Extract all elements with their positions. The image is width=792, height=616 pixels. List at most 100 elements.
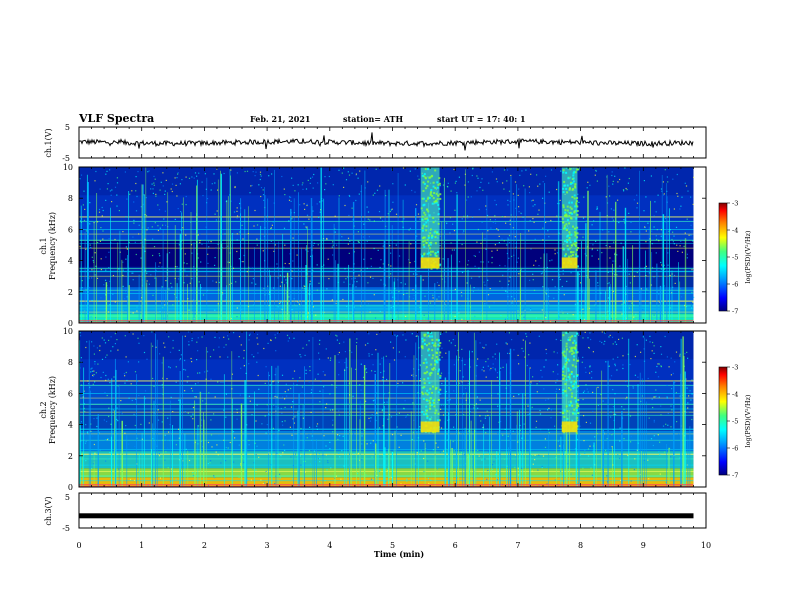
burst-speck — [429, 243, 432, 246]
noise-speck — [395, 316, 397, 318]
noise-speck — [419, 426, 421, 428]
noise-speck — [458, 356, 460, 358]
noise-speck — [132, 279, 134, 281]
noise-speck — [274, 436, 276, 439]
noise-speck — [546, 483, 548, 485]
noise-speck — [380, 259, 382, 261]
noise-speck — [279, 285, 281, 287]
burst-speck — [575, 406, 578, 409]
noise-speck — [94, 452, 96, 454]
noise-speck — [558, 388, 561, 390]
noise-speck — [319, 201, 321, 203]
noise-speck — [607, 271, 609, 273]
noise-speck — [373, 446, 375, 448]
noise-speck — [651, 267, 654, 269]
noise-speck — [302, 428, 304, 430]
noise-speck — [131, 272, 133, 274]
noise-speck — [256, 445, 258, 447]
noise-speck — [103, 284, 105, 286]
noise-speck — [534, 238, 536, 240]
noise-speck — [196, 359, 198, 361]
noise-speck — [188, 177, 191, 179]
noise-speck — [382, 263, 384, 265]
burst-speck — [573, 210, 576, 213]
burst-speck — [421, 411, 424, 413]
noise-speck — [488, 306, 491, 308]
noise-speck — [270, 228, 272, 230]
noise-speck — [90, 371, 92, 373]
noise-speck — [472, 291, 474, 293]
noise-speck — [523, 316, 525, 318]
burst-speck — [571, 347, 574, 350]
noise-speck — [532, 376, 534, 378]
noise-speck — [651, 350, 653, 352]
noise-speck — [642, 380, 644, 382]
noise-speck — [625, 380, 627, 383]
noise-speck — [541, 272, 543, 274]
noise-speck — [210, 434, 213, 436]
noise-speck — [511, 302, 513, 304]
burst-speck — [437, 233, 440, 236]
noise-speck — [138, 361, 140, 363]
noise-speck — [336, 339, 338, 341]
noise-speck — [185, 300, 187, 302]
noise-speck — [559, 445, 561, 447]
burst-speck — [431, 338, 434, 341]
noise-speck — [171, 190, 173, 193]
noise-speck — [106, 394, 108, 397]
noise-speck — [511, 296, 513, 298]
noise-speck — [621, 303, 623, 305]
noise-speck — [232, 233, 234, 235]
noise-speck — [213, 475, 215, 477]
burst-speck — [575, 349, 578, 352]
noise-speck — [501, 287, 503, 289]
noise-speck — [309, 453, 311, 456]
noise-speck — [317, 373, 319, 375]
noise-speck — [218, 346, 220, 348]
noise-speck — [164, 439, 166, 441]
noise-speck — [94, 363, 96, 365]
noise-speck — [675, 392, 677, 394]
noise-speck — [283, 266, 285, 268]
noise-speck — [140, 257, 142, 259]
noise-speck — [223, 172, 225, 175]
noise-speck — [147, 171, 149, 173]
frequency-band — [79, 468, 694, 478]
noise-speck — [363, 223, 365, 225]
noise-speck — [544, 291, 546, 293]
burst-speck — [429, 232, 432, 235]
noise-speck — [470, 196, 472, 198]
burst-speck — [566, 209, 569, 212]
noise-speck — [124, 171, 126, 173]
noise-speck — [470, 320, 472, 323]
noise-speck — [295, 470, 297, 473]
noise-speck — [239, 231, 241, 233]
burst-speck — [574, 186, 577, 189]
noise-speck — [624, 222, 626, 224]
noise-speck — [158, 455, 161, 457]
x-tick-label: 6 — [453, 541, 458, 550]
noise-speck — [195, 396, 197, 398]
noise-speck — [191, 337, 193, 340]
noise-speck — [670, 374, 672, 376]
ch1-channel-label: ch.1 — [39, 237, 48, 254]
noise-speck — [337, 434, 339, 436]
noise-speck — [304, 354, 306, 356]
noise-speck — [611, 336, 614, 338]
noise-speck — [341, 172, 343, 174]
burst-speck — [422, 397, 425, 400]
burst-speck — [570, 181, 572, 184]
noise-speck — [424, 295, 426, 297]
noise-speck — [532, 218, 534, 220]
burst-speck — [568, 378, 571, 381]
noise-speck — [267, 414, 269, 416]
burst-speck — [567, 367, 570, 370]
noise-speck — [612, 183, 614, 185]
noise-speck — [305, 188, 308, 190]
noise-speck — [155, 195, 157, 197]
noise-speck — [85, 346, 87, 349]
noise-speck — [590, 338, 592, 341]
noise-speck — [297, 301, 299, 303]
noise-speck — [671, 409, 673, 411]
noise-speck — [122, 261, 124, 263]
